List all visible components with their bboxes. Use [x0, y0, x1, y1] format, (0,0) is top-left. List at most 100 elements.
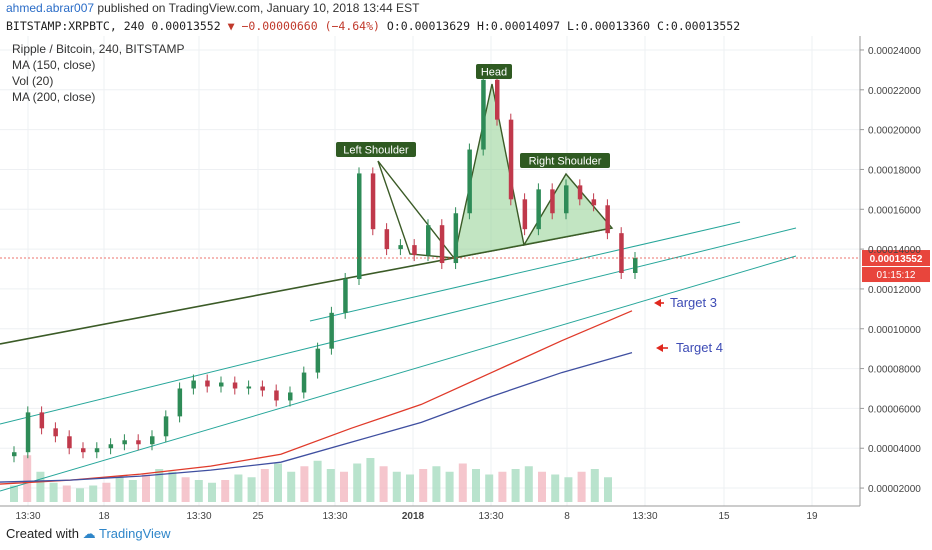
candle-body: [39, 412, 45, 429]
candle-body: [564, 185, 569, 214]
grid: [0, 36, 860, 506]
volume-bars: [10, 455, 612, 502]
x-tick-label: 19: [806, 511, 818, 522]
tradingview-logo-icon: ☁: [82, 526, 96, 541]
candle-body: [25, 412, 31, 453]
x-tick-label: 13:30: [478, 511, 503, 522]
candle-body: [591, 199, 597, 206]
volume-bar: [23, 455, 32, 502]
countdown-label: 01:15:12: [877, 270, 916, 281]
volume-bar: [485, 474, 494, 502]
candle-body: [481, 79, 486, 150]
x-axis: 13:30 18 13:30 25 13:30 2018 13:30 8 13:30 15 19: [0, 505, 860, 522]
candle-body: [94, 448, 100, 453]
volume-bar: [340, 471, 348, 502]
open-label: O:: [386, 19, 401, 33]
candle-body: [412, 245, 417, 256]
y-tick-label: 0.00022000: [868, 86, 921, 97]
volume-bar: [577, 471, 586, 502]
plot-background: [0, 36, 860, 486]
tradingview-link[interactable]: TradingView: [99, 526, 171, 541]
candle-body: [453, 213, 459, 264]
candle-body: [398, 245, 403, 250]
candle-body: [150, 436, 155, 445]
created-with: Created with: [6, 526, 79, 541]
volume-bar: [287, 471, 296, 502]
last-price: 0.00013552: [151, 19, 221, 33]
volume-bar: [234, 474, 243, 502]
candle-body: [467, 149, 472, 214]
volume-bar: [445, 471, 454, 502]
candle-body: [177, 388, 183, 417]
legend-ma200: MA (200, close): [12, 90, 95, 104]
down-arrow-icon: ▼: [227, 19, 235, 33]
x-tick-label: 13:30: [186, 511, 211, 522]
candle-body: [232, 382, 238, 389]
candle-body: [439, 225, 445, 264]
x-tick-label: 18: [98, 511, 110, 522]
volume-bar: [115, 477, 124, 502]
candle-body: [370, 173, 376, 230]
high-label: H:: [476, 19, 491, 33]
candle-body: [633, 258, 638, 273]
ma200-line: [0, 352, 633, 483]
candle-body: [426, 225, 431, 256]
label-head-bg: [476, 64, 512, 79]
legend-vol: Vol (20): [12, 74, 53, 88]
author-link[interactable]: ahmed.abrar007: [6, 1, 95, 15]
volume-bar: [128, 480, 137, 502]
volume-bar: [36, 471, 45, 502]
x-tick-label: 8: [564, 511, 570, 522]
legend-ma150: MA (150, close): [12, 58, 95, 72]
price-chart[interactable]: Left Shoulder Head Right Shoulder Target 3 T…: [0, 36, 932, 526]
candle-body: [301, 372, 307, 393]
candle-body: [260, 386, 265, 391]
candle-body: [357, 173, 362, 279]
candle-body: [495, 79, 500, 120]
channel-inner: [309, 221, 741, 322]
x-tick-label: 2018: [402, 511, 425, 522]
legend-symbol: Ripple / Bitcoin, 240, BITSTAMP: [12, 42, 185, 56]
y-tick-label: 0.00004000: [868, 444, 921, 455]
volume-bar: [458, 463, 467, 502]
volume-bar: [102, 482, 111, 502]
volume-bar: [472, 469, 480, 502]
candle-body: [619, 233, 624, 273]
candle-body: [536, 189, 541, 230]
label-left-shoulder: Left Shoulder: [343, 145, 409, 157]
candles: [12, 73, 638, 463]
volume-bar: [551, 474, 560, 502]
volume-bar: [432, 466, 441, 502]
volume-bar: [406, 474, 414, 502]
y-tick-label: 0.00020000: [868, 126, 921, 137]
current-price-bg: [862, 250, 930, 267]
volume-bar: [168, 471, 177, 502]
candle-body: [384, 229, 390, 250]
candle-body: [605, 205, 610, 234]
candle-body: [205, 380, 210, 387]
price-change: −0.00000660 (−4.64%): [241, 19, 380, 33]
ticker: BITSTAMP:XRPBTC, 240: [6, 19, 145, 33]
candle-body: [329, 312, 334, 349]
candle-body: [191, 380, 196, 389]
current-price-label: 0.00013552: [870, 254, 923, 265]
volume-bar: [76, 488, 84, 502]
ohlc-header: BITSTAMP:XRPBTC, 240 0.00013552 ▼ −0.000…: [6, 19, 740, 33]
candle-body: [67, 436, 72, 449]
volume-bar: [313, 460, 322, 502]
y-tick-label: 0.00008000: [868, 365, 921, 376]
volume-bar: [590, 469, 599, 502]
x-tick-label: 25: [252, 511, 264, 522]
candle-body: [550, 189, 555, 214]
volume-bar: [208, 482, 216, 502]
candle-body: [122, 440, 127, 445]
head-triangle: [453, 83, 525, 259]
x-tick-label: 15: [718, 511, 730, 522]
published-text: published on TradingView.com, January 10…: [97, 1, 420, 15]
volume-bar: [194, 480, 203, 502]
volume-bar: [538, 471, 546, 502]
target4-label: Target 4: [676, 340, 723, 355]
volume-bar: [221, 480, 230, 502]
open-value: 0.00013629: [400, 19, 471, 33]
label-right-shoulder: Right Shoulder: [529, 156, 602, 168]
